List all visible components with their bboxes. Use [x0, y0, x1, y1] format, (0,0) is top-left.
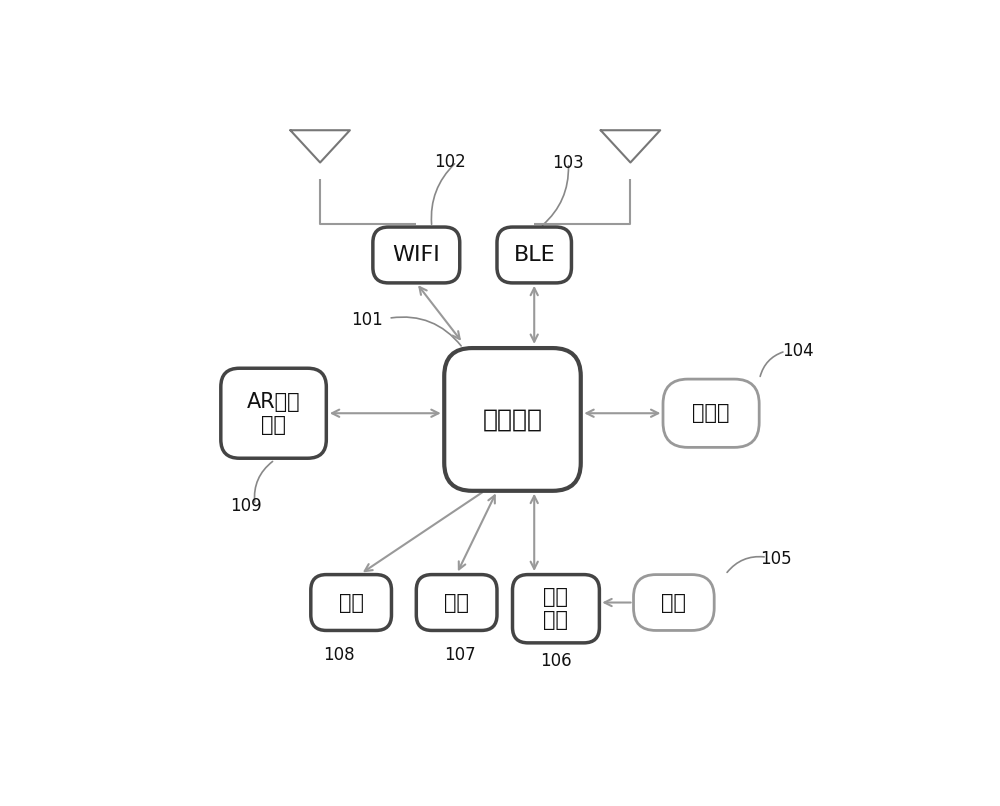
- Text: 马达: 马达: [339, 592, 364, 613]
- Text: 主处理器: 主处理器: [482, 408, 542, 431]
- Text: 103: 103: [552, 154, 584, 172]
- Text: BLE: BLE: [513, 245, 555, 265]
- Text: 106: 106: [540, 653, 572, 671]
- Text: 104: 104: [782, 343, 814, 360]
- Text: 存储器: 存储器: [692, 403, 730, 423]
- Text: 101: 101: [351, 311, 383, 329]
- FancyBboxPatch shape: [512, 575, 599, 643]
- FancyBboxPatch shape: [221, 368, 326, 459]
- FancyBboxPatch shape: [373, 227, 460, 283]
- FancyBboxPatch shape: [497, 227, 571, 283]
- Text: 108: 108: [323, 646, 355, 664]
- Text: 电源
管理: 电源 管理: [543, 587, 568, 630]
- FancyBboxPatch shape: [663, 379, 759, 447]
- Text: 按键: 按键: [444, 592, 469, 613]
- Text: WIFI: WIFI: [392, 245, 440, 265]
- FancyBboxPatch shape: [634, 575, 714, 630]
- FancyBboxPatch shape: [311, 575, 391, 630]
- Text: AR眼镜
光机: AR眼镜 光机: [247, 392, 300, 434]
- Text: 109: 109: [230, 497, 261, 515]
- FancyBboxPatch shape: [416, 575, 497, 630]
- Text: 电池: 电池: [661, 592, 686, 613]
- FancyBboxPatch shape: [444, 348, 581, 491]
- Text: 105: 105: [760, 550, 792, 568]
- Text: 102: 102: [435, 153, 466, 171]
- Text: 107: 107: [444, 646, 476, 664]
